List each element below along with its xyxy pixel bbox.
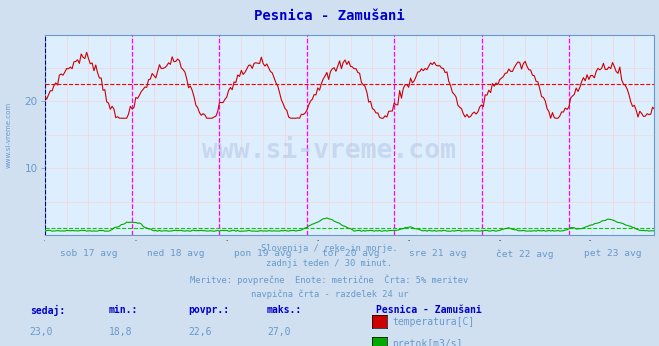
Text: Meritve: povprečne  Enote: metrične  Črta: 5% meritev: Meritve: povprečne Enote: metrične Črta:… [190,274,469,285]
Text: Pesnica - Zamušani: Pesnica - Zamušani [376,305,481,315]
Text: ned 18 avg: ned 18 avg [147,249,204,258]
Text: maks.:: maks.: [267,305,302,315]
Text: 18,8: 18,8 [109,327,132,337]
Text: sob 17 avg: sob 17 avg [60,249,117,258]
Text: pon 19 avg: pon 19 avg [235,249,292,258]
Text: 27,0: 27,0 [267,327,291,337]
Text: čet 22 avg: čet 22 avg [496,249,554,259]
Text: tor 20 avg: tor 20 avg [322,249,380,258]
Text: pretok[m3/s]: pretok[m3/s] [392,339,463,346]
Text: Slovenija / reke in morje.: Slovenija / reke in morje. [261,244,398,253]
Text: sedaj:: sedaj: [30,305,65,316]
Text: Pesnica - Zamušani: Pesnica - Zamušani [254,9,405,22]
Text: www.si-vreme.com: www.si-vreme.com [5,102,11,168]
Text: 22,6: 22,6 [188,327,212,337]
Text: temperatura[C]: temperatura[C] [392,318,474,327]
Text: pet 23 avg: pet 23 avg [584,249,641,258]
Text: povpr.:: povpr.: [188,305,229,315]
Text: navpična črta - razdelek 24 ur: navpična črta - razdelek 24 ur [251,290,408,299]
Text: sre 21 avg: sre 21 avg [409,249,467,258]
Text: 23,0: 23,0 [30,327,53,337]
Text: www.si-vreme.com: www.si-vreme.com [202,137,457,164]
Text: zadnji teden / 30 minut.: zadnji teden / 30 minut. [266,259,393,268]
Text: min.:: min.: [109,305,138,315]
